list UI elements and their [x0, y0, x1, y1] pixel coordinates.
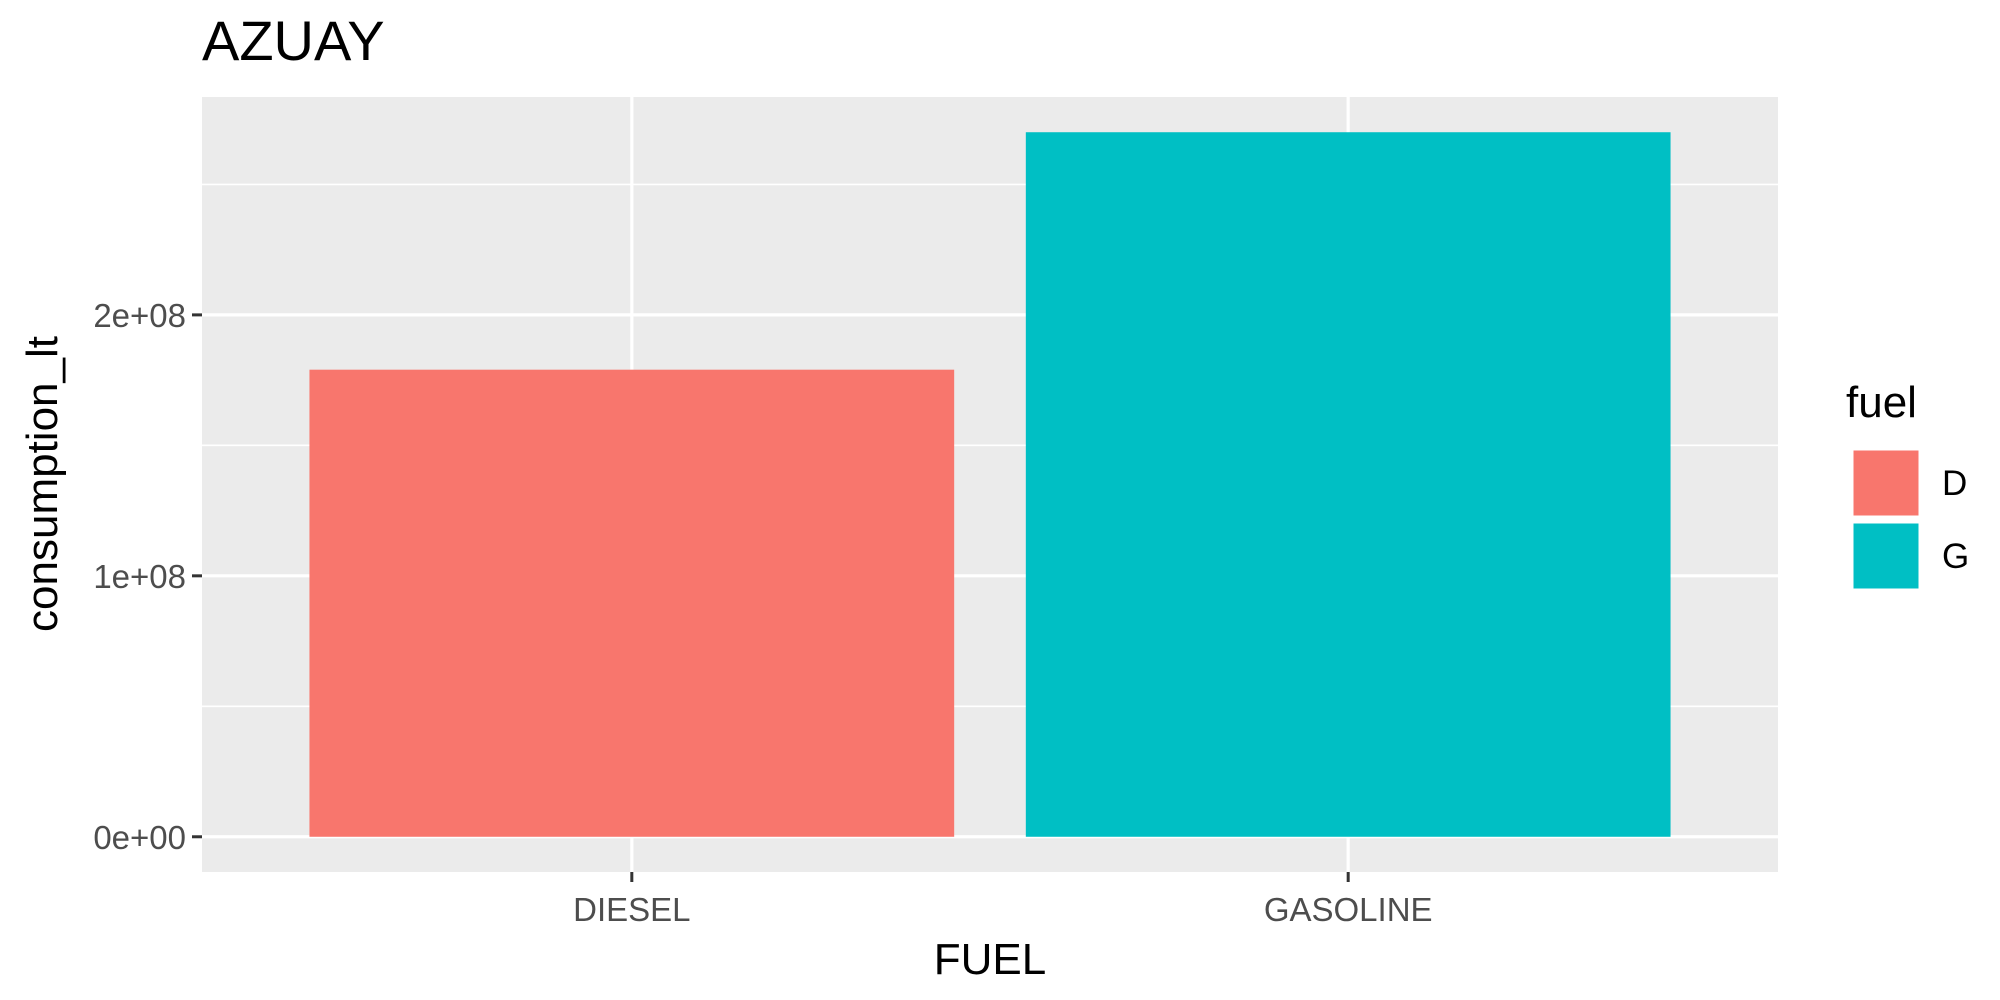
- chart-title: AZUAY: [202, 9, 385, 72]
- legend-key-d: [1850, 447, 1922, 519]
- bars: [309, 132, 1671, 837]
- legend-key-g: [1850, 520, 1922, 592]
- legend-title: fuel: [1846, 378, 1917, 427]
- bar-diesel: [309, 369, 955, 837]
- legend-label: G: [1942, 537, 1969, 576]
- x-axis: DIESEL GASOLINE: [573, 872, 1433, 928]
- legend: fuel DG: [1846, 378, 1969, 592]
- x-tick-label: DIESEL: [573, 891, 690, 928]
- legend-label: D: [1942, 464, 1967, 503]
- bar-gasoline: [1025, 132, 1671, 837]
- y-tick-label: 1e+08: [93, 558, 186, 595]
- y-tick-label: 2e+08: [93, 297, 186, 334]
- y-axis: 0e+00 1e+08 2e+08: [93, 297, 202, 856]
- x-tick-label: GASOLINE: [1264, 891, 1433, 928]
- x-axis-title: FUEL: [934, 935, 1046, 984]
- y-axis-title: consumption_lt: [18, 336, 67, 632]
- y-tick-label: 0e+00: [93, 819, 186, 856]
